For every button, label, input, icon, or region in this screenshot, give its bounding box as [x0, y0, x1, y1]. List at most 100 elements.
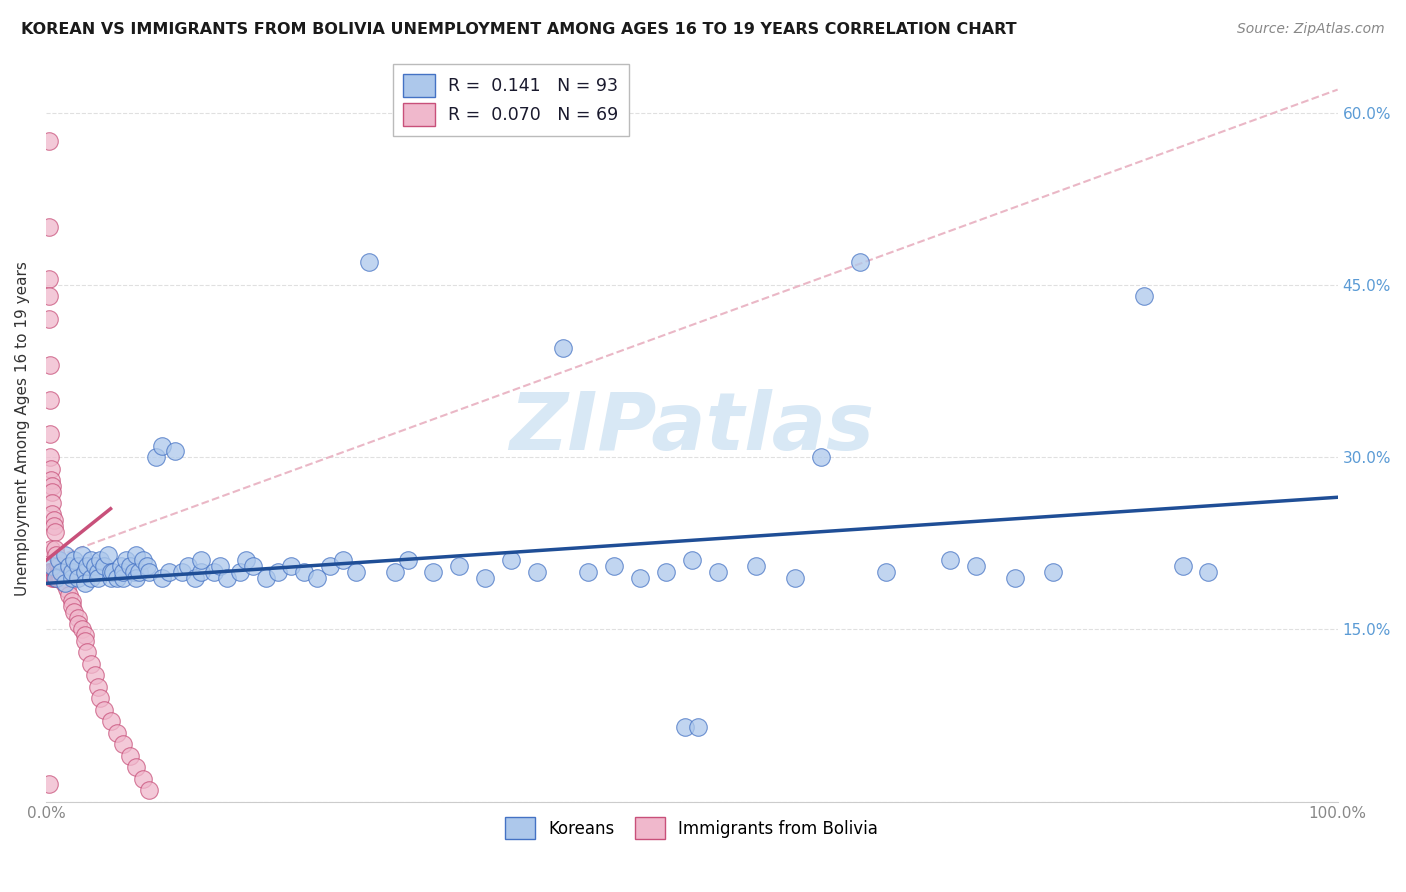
- Point: [39, 565, 62, 579]
- Point: [45, 571, 67, 585]
- Point: [125, 571, 148, 585]
- Point: [357, 255, 380, 269]
- Point: [101, 565, 124, 579]
- Point: [848, 255, 870, 269]
- Point: [125, 548, 148, 562]
- Point: [706, 565, 728, 579]
- Point: [132, 553, 155, 567]
- Point: [190, 553, 212, 567]
- Point: [39, 541, 62, 556]
- Point: [51, 565, 73, 579]
- Point: [48, 571, 70, 585]
- Point: [73, 633, 96, 648]
- Point: [202, 565, 225, 579]
- Point: [307, 571, 329, 585]
- Point: [785, 571, 807, 585]
- Point: [150, 571, 173, 585]
- Point: [67, 559, 90, 574]
- Point: [100, 565, 122, 579]
- Point: [48, 559, 70, 574]
- Point: [60, 599, 83, 614]
- Point: [89, 553, 111, 567]
- Point: [112, 571, 135, 585]
- Point: [38, 272, 60, 286]
- Point: [51, 565, 73, 579]
- Point: [73, 576, 96, 591]
- Point: [1042, 565, 1064, 579]
- Point: [526, 565, 548, 579]
- Point: [344, 565, 367, 579]
- Point: [292, 565, 315, 579]
- Point: [115, 553, 138, 567]
- Point: [138, 783, 160, 797]
- Point: [39, 461, 62, 475]
- Point: [53, 571, 76, 585]
- Point: [165, 444, 187, 458]
- Point: [80, 571, 103, 585]
- Legend: Koreans, Immigrants from Bolivia: Koreans, Immigrants from Bolivia: [499, 811, 884, 846]
- Point: [190, 565, 212, 579]
- Point: [70, 623, 93, 637]
- Point: [1198, 565, 1220, 579]
- Point: [55, 582, 77, 596]
- Point: [38, 450, 60, 464]
- Point: [105, 571, 128, 585]
- Point: [655, 565, 678, 579]
- Point: [86, 571, 108, 585]
- Point: [80, 657, 103, 671]
- Point: [578, 565, 600, 579]
- Point: [39, 473, 62, 487]
- Point: [183, 571, 205, 585]
- Point: [53, 548, 76, 562]
- Point: [215, 571, 238, 585]
- Point: [53, 576, 76, 591]
- Point: [150, 439, 173, 453]
- Point: [42, 571, 65, 585]
- Point: [105, 725, 128, 739]
- Point: [41, 479, 63, 493]
- Point: [45, 565, 67, 579]
- Point: [145, 450, 167, 464]
- Point: [42, 565, 65, 579]
- Point: [551, 341, 574, 355]
- Point: [48, 565, 70, 579]
- Point: [38, 392, 60, 407]
- Point: [242, 559, 264, 574]
- Point: [73, 565, 96, 579]
- Point: [118, 748, 141, 763]
- Point: [110, 559, 132, 574]
- Point: [86, 565, 108, 579]
- Point: [38, 427, 60, 442]
- Point: [228, 565, 250, 579]
- Point: [1171, 559, 1194, 574]
- Point: [939, 553, 962, 567]
- Text: KOREAN VS IMMIGRANTS FROM BOLIVIA UNEMPLOYMENT AMONG AGES 16 TO 19 YEARS CORRELA: KOREAN VS IMMIGRANTS FROM BOLIVIA UNEMPL…: [21, 22, 1017, 37]
- Point: [254, 571, 277, 585]
- Y-axis label: Unemployment Among Ages 16 to 19 years: Unemployment Among Ages 16 to 19 years: [15, 261, 30, 596]
- Point: [267, 565, 290, 579]
- Point: [53, 565, 76, 579]
- Point: [53, 576, 76, 591]
- Point: [38, 565, 60, 579]
- Point: [60, 593, 83, 607]
- Point: [73, 628, 96, 642]
- Point: [46, 571, 69, 585]
- Point: [112, 565, 135, 579]
- Point: [1004, 571, 1026, 585]
- Point: [681, 553, 703, 567]
- Point: [58, 588, 80, 602]
- Point: [38, 358, 60, 372]
- Point: [38, 565, 60, 579]
- Point: [157, 565, 180, 579]
- Point: [384, 565, 406, 579]
- Point: [70, 548, 93, 562]
- Point: [603, 559, 626, 574]
- Point: [474, 571, 496, 585]
- Point: [48, 553, 70, 567]
- Point: [63, 553, 86, 567]
- Point: [449, 559, 471, 574]
- Point: [100, 571, 122, 585]
- Point: [1133, 289, 1156, 303]
- Point: [42, 519, 65, 533]
- Point: [76, 645, 98, 659]
